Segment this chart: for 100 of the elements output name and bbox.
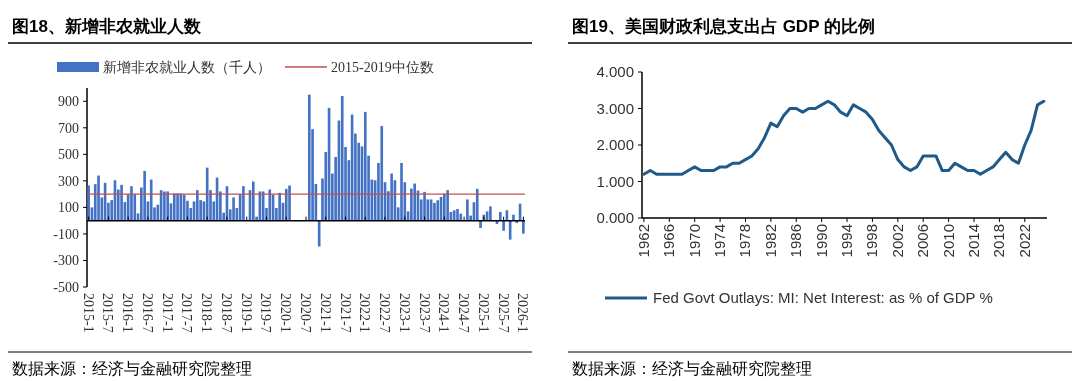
x-tick-label: 2016-1 [120, 293, 136, 333]
bar [268, 189, 272, 221]
x-tick-label: 2006 [914, 224, 932, 258]
bar [120, 184, 123, 221]
source-note: 数据来源：经济与金融研究院整理 [572, 360, 812, 377]
x-tick-label: 1978 [736, 224, 754, 258]
bar [522, 220, 525, 234]
y-tick-label: 900 [58, 94, 79, 110]
line-series [642, 99, 1046, 176]
bar [97, 175, 100, 221]
bar [149, 179, 153, 221]
bar [436, 200, 440, 221]
bar [163, 191, 166, 221]
y-tick-label: 3.000 [596, 99, 634, 117]
y-tick-label: 2.000 [596, 136, 634, 153]
chart-title: 图18、新增非农就业人数 [12, 17, 202, 36]
x-tick-label: 2024-7 [456, 293, 472, 333]
bar [363, 111, 367, 221]
bar [196, 190, 199, 221]
x-tick-label: 1998 [863, 224, 881, 258]
x-tick-label: 2020-1 [278, 293, 294, 333]
y-tick-label: -100 [53, 226, 79, 242]
source-note: 数据来源：经济与金融研究院整理 [12, 360, 252, 377]
x-tick-label: 2016-7 [139, 293, 155, 333]
x-tick-label: 2025-7 [495, 293, 511, 333]
x-tick-label: 1994 [838, 224, 856, 258]
x-tick-label: 2014 [965, 224, 982, 258]
legend-label: Fed Govt Outlays: MI: Net Interest: as % of GDP % [653, 289, 993, 306]
x-tick-label: 2022-1 [357, 293, 373, 333]
bar [172, 193, 176, 221]
bar [232, 197, 235, 221]
y-tick-label: 1.000 [596, 172, 634, 190]
y-tick-label: -500 [53, 280, 79, 295]
x-tick-label: 2024-1 [436, 293, 452, 333]
x-tick-label: 1990 [812, 224, 830, 258]
bar [143, 170, 146, 221]
y-tick-label: 100 [58, 200, 79, 216]
x-tick-label: 2017-7 [179, 293, 195, 333]
bar [242, 186, 245, 221]
bar [87, 185, 90, 221]
x-tick-label: 2015-1 [80, 293, 96, 333]
bar [410, 188, 413, 221]
bar [479, 220, 482, 228]
bar [288, 185, 291, 221]
x-tick-label: 1982 [761, 224, 779, 258]
x-tick-label: 2002 [888, 224, 906, 258]
x-tick-label: 2015-7 [100, 293, 116, 333]
y-tick-label: 500 [58, 147, 79, 163]
bar [466, 199, 469, 221]
x-tick-label: 2021-7 [337, 293, 353, 333]
x-tick-label: 2020-7 [298, 293, 313, 333]
x-tick-label: 1966 [660, 224, 678, 258]
x-tick-label: 1970 [685, 224, 703, 258]
bar [205, 167, 209, 221]
y-tick-label: 4.000 [596, 63, 634, 80]
x-tick-label: 2023-1 [396, 293, 412, 333]
bar [278, 192, 281, 221]
bar [489, 206, 492, 221]
y-tick-label: -300 [53, 253, 79, 269]
x-tick-label: 2022 [1015, 224, 1033, 258]
bar [307, 94, 311, 221]
x-tick-label: 1986 [787, 224, 805, 258]
x-tick-label: 2022-7 [377, 293, 393, 333]
legend-label: 2015-2019中位数 [331, 60, 434, 75]
x-tick-label: 1974 [711, 224, 729, 258]
bar [512, 214, 515, 221]
bar [166, 191, 169, 221]
bar [475, 188, 479, 221]
x-tick-label: 2019-7 [258, 293, 274, 333]
bar [390, 173, 393, 221]
x-tick-label: 2019-1 [238, 293, 254, 333]
chart-title: 图19、美国财政利息支出占 GDP 的比例 [572, 17, 875, 36]
bar [459, 213, 463, 221]
bar [380, 126, 384, 221]
bar [446, 190, 449, 221]
x-tick-label: 2023-7 [416, 293, 432, 333]
bar [176, 193, 179, 221]
x-tick-label: 2018 [990, 224, 1008, 258]
bar [456, 208, 459, 221]
bar [284, 188, 288, 221]
y-tick-label: 0.000 [596, 209, 634, 226]
x-tick-label: 1962 [634, 224, 652, 258]
x-tick-label: 2018-1 [199, 293, 215, 333]
bar [515, 220, 519, 224]
legend-label: 新增非农就业人数（千人） [103, 60, 271, 75]
y-tick-label: 300 [58, 173, 79, 189]
bar [340, 95, 344, 221]
bar [130, 186, 133, 221]
x-tick-label: 2017-1 [159, 293, 175, 333]
bar [433, 202, 436, 221]
x-tick-label: 2025-1 [475, 293, 491, 333]
bar [443, 193, 446, 221]
bar [400, 162, 403, 221]
x-tick-label: 2021-1 [317, 293, 333, 333]
bar [413, 183, 416, 221]
bar [502, 220, 505, 231]
bar [498, 211, 502, 221]
x-tick-label: 2026-1 [515, 293, 531, 333]
y-tick-label: 700 [58, 120, 79, 136]
x-tick-label: 2010 [939, 224, 957, 258]
